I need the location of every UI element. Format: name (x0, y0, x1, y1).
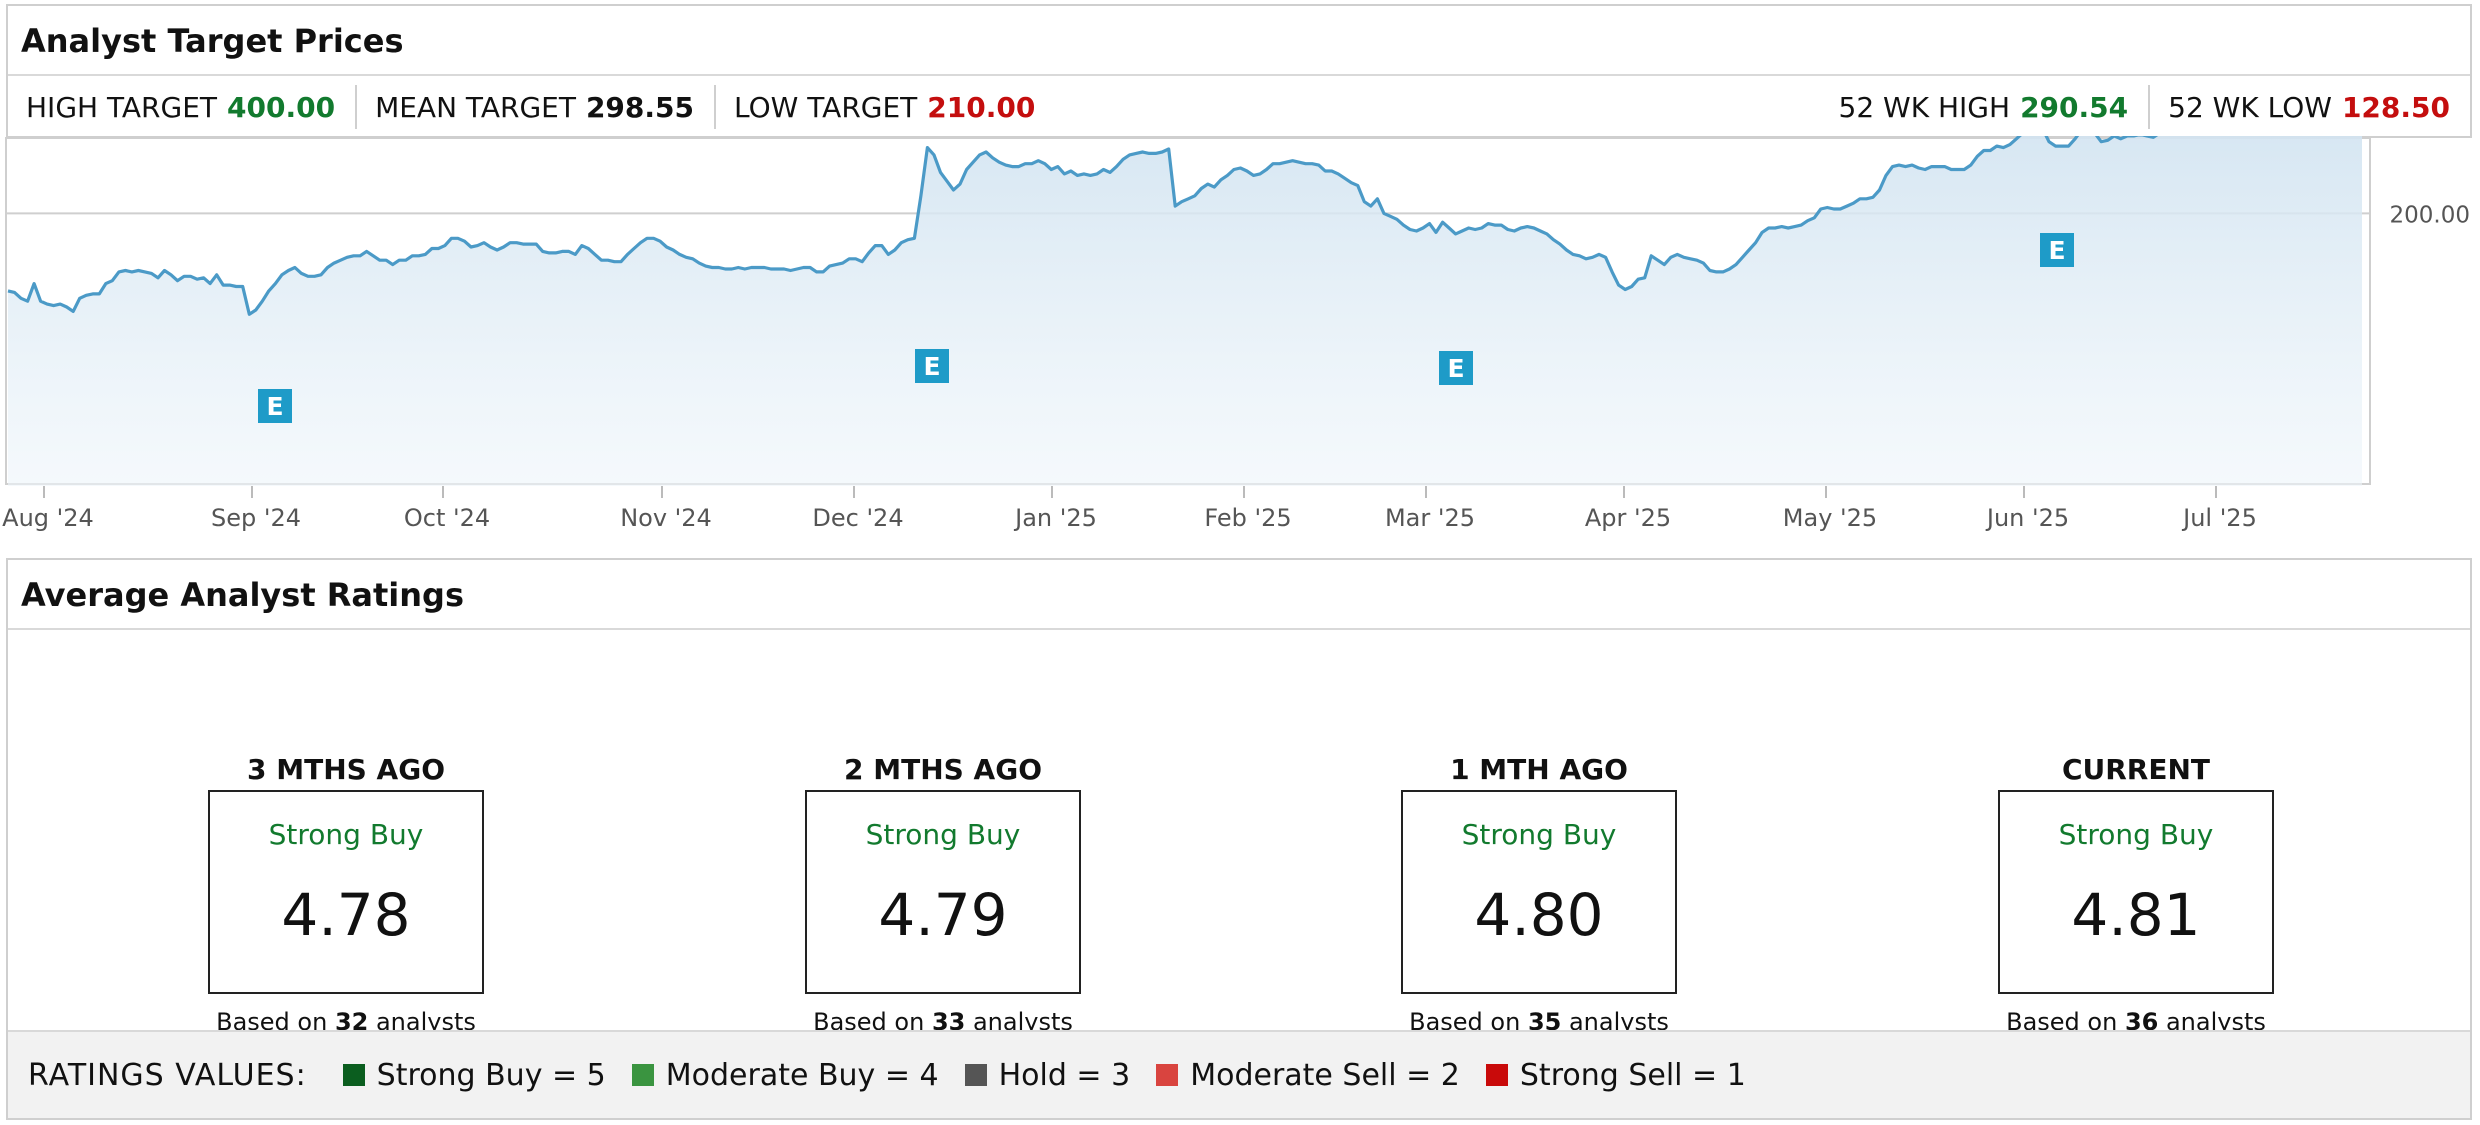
rating-text: Strong Buy (1461, 818, 1617, 851)
wk52-high-label: 52 WK HIGH (1838, 90, 2011, 124)
y-tick-label: 200.00 (2390, 202, 2470, 228)
high-target-label: HIGH TARGET (26, 90, 217, 124)
rating-text: Strong Buy (2058, 818, 2214, 851)
x-tick-label: Jul '25 (2181, 504, 2257, 532)
x-tick-label: May '25 (1783, 504, 1877, 532)
rating-score: 4.81 (2071, 881, 2201, 949)
rating-text: Strong Buy (865, 818, 1021, 851)
legend-item: Strong Sell = 1 (1485, 1057, 1746, 1093)
legend-label: Strong Buy = 5 (376, 1057, 606, 1093)
x-tick-label: Aug '24 (2, 504, 94, 532)
ratings-legend: RATINGS VALUES: Strong Buy = 5 Moderate B… (8, 1030, 2470, 1118)
legend-title: RATINGS VALUES: (28, 1057, 307, 1093)
rating-column: 3 MTHS AGO Strong Buy 4.78 Based on 32 anal… (206, 750, 486, 1036)
legend-item: Hold = 3 (964, 1057, 1131, 1093)
mean-target-label: MEAN TARGET (375, 90, 576, 124)
targets-row: HIGH TARGET 400.00 MEAN TARGET 298.55 LO… (8, 76, 2470, 138)
rating-period-label: 2 MTHS AGO (844, 753, 1042, 786)
rating-score: 4.78 (281, 881, 411, 949)
legend-swatch (631, 1064, 654, 1086)
target-prices-panel: Analyst Target Prices HIGH TARGET 400.00… (6, 4, 2472, 138)
wk52-high-value: 290.54 (2020, 90, 2129, 124)
rating-box: Strong Buy 4.80 (1401, 790, 1677, 994)
rating-period-label: 1 MTH AGO (1450, 753, 1628, 786)
legend-item: Strong Buy = 5 (342, 1057, 606, 1093)
rating-column: 1 MTH AGO Strong Buy 4.80 Based on 35 analy… (1399, 750, 1679, 1036)
earnings-marker[interactable]: E (258, 389, 292, 423)
high-target-value: 400.00 (227, 90, 336, 124)
rating-period-label: 3 MTHS AGO (247, 753, 445, 786)
legend-label: Hold = 3 (998, 1057, 1131, 1093)
x-tick-label: Mar '25 (1385, 504, 1475, 532)
x-tick-label: Nov '24 (620, 504, 712, 532)
mean-target: MEAN TARGET 298.55 (355, 85, 714, 129)
ratings-title: Average Analyst Ratings (8, 560, 2470, 630)
wk52-low-label: 52 WK LOW (2168, 90, 2332, 124)
target-prices-title: Analyst Target Prices (8, 6, 2470, 76)
rating-column: CURRENT Strong Buy 4.81 Based on 36 analyst… (1996, 750, 2276, 1036)
rating-period-label: CURRENT (2061, 753, 2211, 786)
x-tick-label: Apr '25 (1585, 504, 1671, 532)
rating-box: Strong Buy 4.78 (208, 790, 484, 994)
legend-swatch (1156, 1064, 1179, 1086)
wk52-low: 52 WK LOW 128.50 (2148, 85, 2470, 129)
legend-item: Moderate Sell = 2 (1156, 1058, 1460, 1093)
legend-label: Moderate Sell = 2 (1190, 1057, 1460, 1093)
legend-label: Strong Sell = 1 (1519, 1057, 1746, 1093)
x-tick-label: Jun '25 (1985, 504, 2069, 532)
earnings-marker[interactable]: E (1439, 351, 1473, 385)
svg-text:E: E (266, 392, 283, 421)
x-tick-label: Dec '24 (812, 504, 903, 532)
rating-score: 4.79 (878, 881, 1008, 949)
x-tick-label: Sep '24 (211, 504, 301, 532)
legend-item: Moderate Buy = 4 (631, 1057, 939, 1093)
high-target: HIGH TARGET 400.00 (8, 85, 355, 129)
ratings-panel: Average Analyst Ratings 3 MTHS AGO Strong… (6, 558, 2472, 1120)
wk52-high: 52 WK HIGH 290.54 (1821, 85, 2149, 129)
rating-column: 2 MTHS AGO Strong Buy 4.79 Based on 33 anal… (803, 750, 1083, 1036)
rating-box: Strong Buy 4.81 (1998, 790, 2274, 994)
price-line (7, 136, 2159, 316)
wk52-low-value: 128.50 (2341, 90, 2450, 124)
rating-text: Strong Buy (268, 818, 424, 851)
svg-text:E: E (2048, 236, 2065, 265)
svg-text:E: E (1447, 354, 1464, 383)
mean-target-value: 298.55 (585, 90, 695, 124)
x-tick-label: Feb '25 (1204, 504, 1291, 532)
legend-swatch (964, 1064, 987, 1086)
earnings-marker[interactable]: E (915, 349, 949, 383)
legend-swatch (342, 1064, 365, 1086)
price-area (8, 136, 2362, 486)
rating-score: 4.80 (1474, 881, 1604, 949)
x-tick-label: Oct '24 (404, 504, 490, 532)
legend-label: Moderate Buy = 4 (665, 1057, 939, 1093)
low-target-label: LOW TARGET (734, 90, 918, 124)
low-target: LOW TARGET 210.00 (714, 85, 1055, 129)
earnings-marker[interactable]: E (2040, 233, 2074, 267)
rating-box: Strong Buy 4.79 (805, 790, 1081, 994)
x-tick-label: Jan '25 (1013, 504, 1097, 532)
low-target-value: 210.00 (927, 90, 1036, 124)
legend-swatch (1485, 1064, 1508, 1086)
svg-text:E: E (923, 352, 940, 381)
